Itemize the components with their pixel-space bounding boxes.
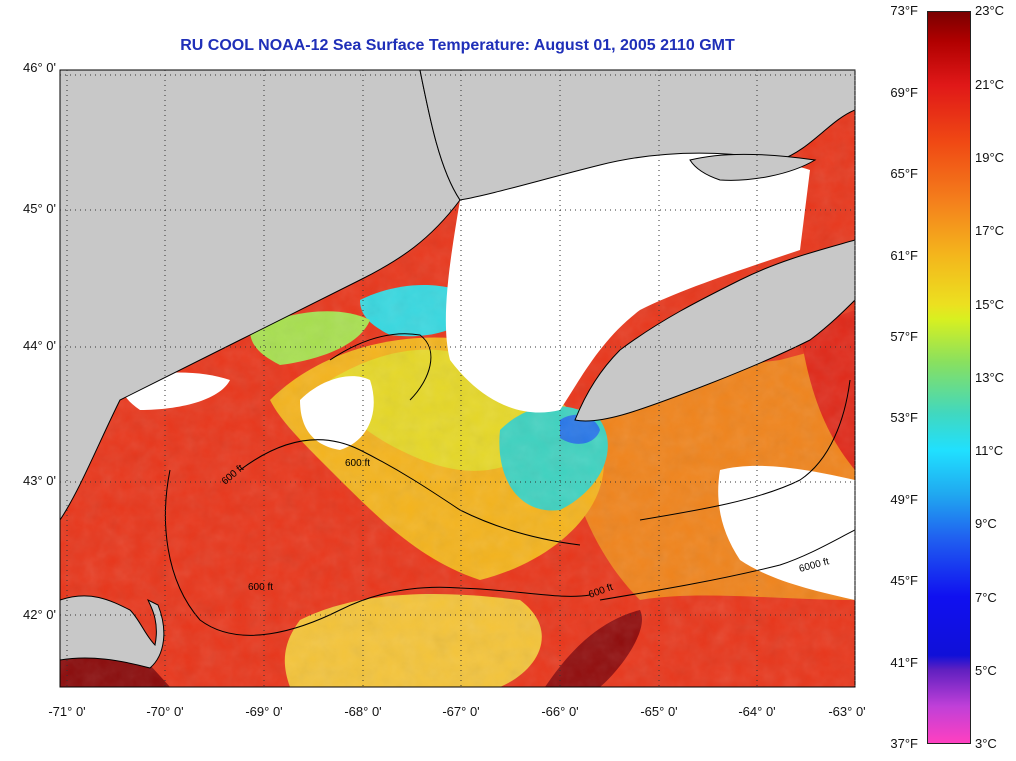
lon-label-66: -66° 0' bbox=[541, 704, 579, 719]
land-new-brunswick bbox=[419, 70, 855, 201]
colorbar-c-5: 5°C bbox=[975, 663, 997, 678]
colorbar-c-15: 15°C bbox=[975, 297, 1005, 312]
land-pei bbox=[689, 153, 817, 181]
map-frame bbox=[59, 69, 856, 688]
contour-6000ft bbox=[599, 529, 855, 601]
cloud-east bbox=[718, 465, 855, 600]
contour-600ft-ns bbox=[639, 379, 851, 521]
lon-label-64: -64° 0' bbox=[738, 704, 776, 719]
contour-label-600ft-4: 600 ft bbox=[345, 458, 370, 469]
cloud-central bbox=[300, 376, 374, 450]
contour-600ft-maine bbox=[329, 333, 432, 401]
land-nova-scotia bbox=[574, 239, 855, 422]
colorbar-f-37: 37°F bbox=[890, 736, 918, 751]
colorbar-f-73: 73°F bbox=[890, 3, 918, 18]
lon-label-65: -65° 0' bbox=[640, 704, 678, 719]
lat-label-42: 42° 0' bbox=[23, 607, 56, 622]
lon-label-69: -69° 0' bbox=[245, 704, 283, 719]
temperature-colorbar bbox=[927, 11, 971, 744]
colorbar-f-65: 65°F bbox=[890, 166, 918, 181]
colorbar-c-13: 13°C bbox=[975, 370, 1005, 385]
colorbar-c-11: 11°C bbox=[975, 443, 1004, 458]
lat-label-45: 45° 0' bbox=[23, 201, 56, 216]
colorbar-f-49: 49°F bbox=[890, 492, 918, 507]
colorbar-f-53: 53°F bbox=[890, 410, 918, 425]
lon-label-68: -68° 0' bbox=[344, 704, 382, 719]
colorbar-c-17: 17°C bbox=[975, 223, 1005, 238]
lon-label-71: -71° 0' bbox=[48, 704, 86, 719]
colorbar-f-69: 69°F bbox=[890, 85, 918, 100]
colorbar-c-21: 21°C bbox=[975, 77, 1005, 92]
colorbar-f-57: 57°F bbox=[890, 329, 918, 344]
colorbar-c-3: 3°C bbox=[975, 736, 997, 751]
lon-label-70: -70° 0' bbox=[146, 704, 184, 719]
land-cape-cod bbox=[60, 595, 165, 669]
colorbar-c-9: 9°C bbox=[975, 516, 997, 531]
colorbar-f-41: 41°F bbox=[890, 655, 918, 670]
lon-label-67: -67° 0' bbox=[442, 704, 480, 719]
lat-label-43: 43° 0' bbox=[23, 473, 56, 488]
cloud-bay-of-fundy bbox=[445, 150, 810, 413]
lat-label-46: 46° 0' bbox=[23, 60, 56, 75]
contour-600ft-inner bbox=[239, 439, 581, 546]
colorbar-c-23: 23°C bbox=[975, 3, 1005, 18]
lon-label-63: -63° 0' bbox=[828, 704, 866, 719]
colorbar-c-19: 19°C bbox=[975, 150, 1005, 165]
colorbar-c-7: 7°C bbox=[975, 590, 997, 605]
contour-label-600ft-2: 600 ft bbox=[248, 582, 273, 593]
contour-600ft-west bbox=[164, 469, 591, 636]
map-title: RU COOL NOAA-12 Sea Surface Temperature:… bbox=[180, 37, 735, 54]
colorbar-f-61: 61°F bbox=[890, 248, 918, 263]
lat-label-44: 44° 0' bbox=[23, 338, 56, 353]
colorbar-f-45: 45°F bbox=[890, 573, 918, 588]
